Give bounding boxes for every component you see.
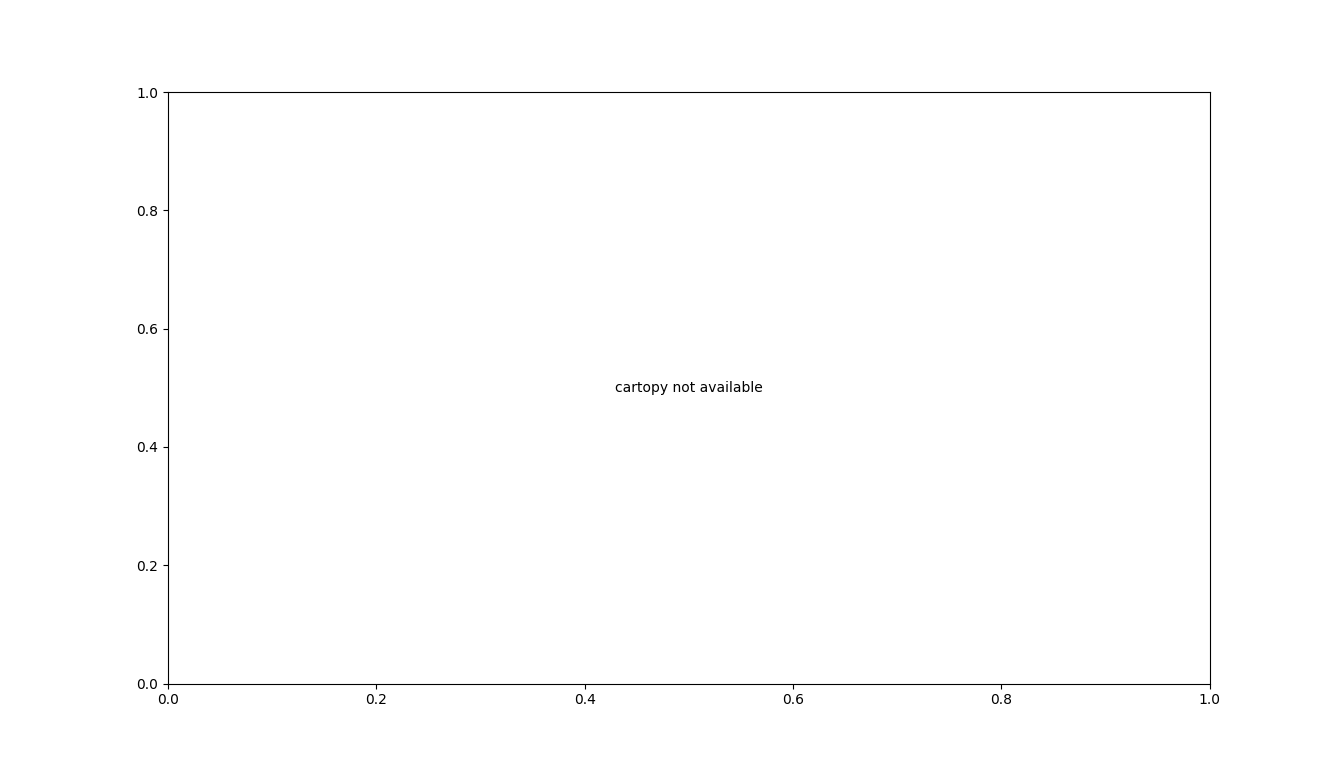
- Text: cartopy not available: cartopy not available: [616, 381, 762, 395]
